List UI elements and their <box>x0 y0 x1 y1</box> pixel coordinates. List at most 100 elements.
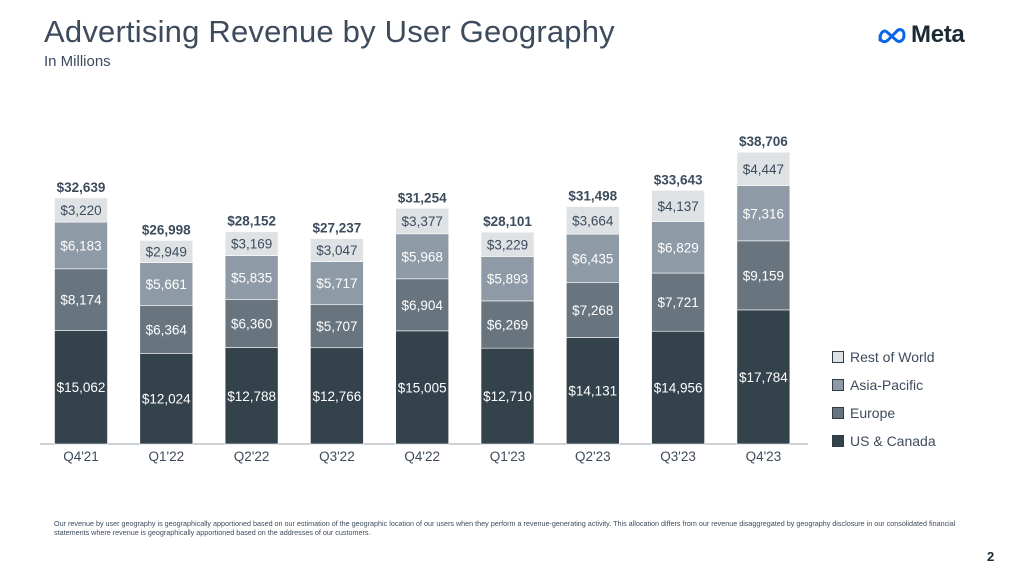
legend-label-asia-pacific: Asia-Pacific <box>850 377 924 393</box>
data-label-us-and-canada-q2-23: $14,131 <box>568 384 617 399</box>
data-label-asia-pacific-q2-23: $6,435 <box>572 251 613 266</box>
bar-segment-rest-of-world-q1-23 <box>480 231 535 257</box>
bar-segment-asia-pacific-q4-23 <box>736 185 791 242</box>
legend-swatch-asia-pacific <box>832 379 844 391</box>
bar-segment-us-and-canada-q3-23 <box>651 330 705 445</box>
bar-segment-asia-pacific-q2-23 <box>565 233 620 283</box>
x-tick-label-q4-22: Q4'22 <box>404 449 440 464</box>
bar-segment-us-and-canada-q2-22 <box>224 347 279 445</box>
data-label-europe-q3-23: $7,721 <box>657 295 698 310</box>
data-label-europe-q4-22: $6,904 <box>402 298 444 313</box>
data-label-us-and-canada-q4-21: $15,062 <box>57 380 106 395</box>
x-tick-label-q1-23: Q1'23 <box>490 449 526 464</box>
legend-item-asia-pacific: Asia-Pacific <box>832 371 936 399</box>
bar-segment-rest-of-world-q4-23 <box>736 151 791 186</box>
legend-item-europe: Europe <box>832 399 936 427</box>
data-label-europe-q1-23: $6,269 <box>487 318 528 333</box>
bar-segment-us-and-canada-q4-21 <box>54 330 108 445</box>
data-label-europe-q2-23: $7,268 <box>572 303 613 318</box>
bar-segment-asia-pacific-q3-23 <box>651 221 705 274</box>
data-label-europe-q4-23: $9,159 <box>743 268 784 283</box>
data-label-asia-pacific-q2-22: $5,835 <box>231 271 272 286</box>
bar-segment-us-and-canada-q1-23 <box>480 347 535 445</box>
data-label-rest-of-world-q3-23: $4,137 <box>657 199 698 214</box>
data-label-rest-of-world-q4-21: $3,220 <box>60 203 101 218</box>
bar-segment-rest-of-world-q4-22 <box>395 208 450 235</box>
legend-item-us-canada: US & Canada <box>832 427 936 455</box>
x-tick-label-q2-23: Q2'23 <box>575 449 611 464</box>
bar-segment-europe-q2-22 <box>224 299 279 348</box>
data-label-europe-q2-22: $6,360 <box>231 317 272 332</box>
page-subtitle: In Millions <box>44 53 111 70</box>
bar-segment-europe-q2-23 <box>565 282 620 338</box>
bar-segment-europe-q4-21 <box>54 268 108 331</box>
bar-segment-us-and-canada-q4-23 <box>736 309 791 445</box>
data-label-asia-pacific-q4-21: $6,183 <box>60 238 101 253</box>
bar-segment-europe-q3-23 <box>651 272 705 332</box>
x-tick-label-q4-21: Q4'21 <box>63 449 99 464</box>
total-label-q3-22: $27,237 <box>312 221 361 236</box>
total-label-q4-23: $38,706 <box>739 134 788 149</box>
bar-segment-rest-of-world-q3-22 <box>310 238 364 262</box>
bar-segment-asia-pacific-q1-23 <box>480 256 535 302</box>
data-label-europe-q3-22: $5,707 <box>316 319 357 334</box>
bar-segment-us-and-canada-q1-22 <box>139 353 194 445</box>
logo-text: Meta <box>911 21 965 48</box>
legend-label-us-canada: US & Canada <box>850 433 936 449</box>
legend-swatch-rest-of-world <box>832 351 844 363</box>
meta-infinity-icon <box>878 28 906 44</box>
page-title: Advertising Revenue by User Geography <box>44 14 615 49</box>
legend-swatch-europe <box>832 407 844 419</box>
total-label-q3-23: $33,643 <box>654 172 703 187</box>
data-label-asia-pacific-q3-23: $6,829 <box>657 240 698 255</box>
data-label-us-and-canada-q4-22: $15,005 <box>398 380 447 395</box>
data-label-us-and-canada-q3-23: $14,956 <box>654 381 703 396</box>
data-label-us-and-canada-q1-23: $12,710 <box>483 389 532 404</box>
bar-segment-asia-pacific-q2-22 <box>224 255 279 300</box>
data-label-us-and-canada-q1-22: $12,024 <box>142 392 191 407</box>
data-label-rest-of-world-q4-23: $4,447 <box>743 162 784 177</box>
bar-segment-rest-of-world-q2-22 <box>224 231 279 256</box>
data-label-rest-of-world-q3-22: $3,047 <box>316 243 357 258</box>
data-label-europe-q4-21: $8,174 <box>60 293 102 308</box>
revenue-stacked-bar-chart: $15,062 $8,174 $6,183 $3,220 $32,639 Q4'21 $12… <box>40 134 808 464</box>
total-label-q1-22: $26,998 <box>142 222 191 237</box>
bar-segment-us-and-canada-q3-22 <box>310 347 364 445</box>
page-number: 2 <box>987 549 995 564</box>
x-tick-label-q3-23: Q3'23 <box>660 449 696 464</box>
data-label-rest-of-world-q4-22: $3,377 <box>402 214 443 229</box>
legend-label-rest-of-world: Rest of World <box>850 349 935 365</box>
total-label-q2-22: $28,152 <box>227 214 276 229</box>
data-label-rest-of-world-q2-22: $3,169 <box>231 237 272 252</box>
x-tick-label-q3-22: Q3'22 <box>319 449 355 464</box>
bar-segment-europe-q3-22 <box>310 304 364 349</box>
bar-segment-europe-q1-23 <box>480 300 535 349</box>
bar-segment-us-and-canada-q4-22 <box>395 330 450 445</box>
data-label-us-and-canada-q3-22: $12,766 <box>312 389 361 404</box>
bar-segment-asia-pacific-q1-22 <box>139 262 194 306</box>
bar-segment-us-and-canada-q2-23 <box>565 337 620 445</box>
bar-segment-rest-of-world-q3-23 <box>651 190 705 222</box>
x-tick-label-q2-22: Q2'22 <box>234 449 270 464</box>
data-label-rest-of-world-q2-23: $3,664 <box>572 213 614 228</box>
meta-logo: Meta <box>877 20 965 50</box>
bar-segment-rest-of-world-q4-21 <box>54 197 108 223</box>
chart-legend: Rest of World Asia-Pacific Europe US & C… <box>832 343 936 455</box>
total-label-q4-21: $32,639 <box>57 180 106 195</box>
total-label-q2-23: $31,498 <box>568 189 617 204</box>
data-label-asia-pacific-q4-23: $7,316 <box>743 206 784 221</box>
data-label-us-and-canada-q4-23: $17,784 <box>739 370 788 385</box>
bar-segment-rest-of-world-q1-22 <box>139 240 194 263</box>
x-tick-label-q1-22: Q1'22 <box>148 449 184 464</box>
x-tick-label-q4-23: Q4'23 <box>746 449 782 464</box>
data-label-europe-q1-22: $6,364 <box>146 322 188 337</box>
bar-segment-asia-pacific-q4-22 <box>395 233 450 280</box>
data-label-asia-pacific-q3-22: $5,717 <box>316 276 357 291</box>
total-label-q4-22: $31,254 <box>398 190 447 205</box>
legend-item-rest-of-world: Rest of World <box>832 343 936 371</box>
data-label-asia-pacific-q4-22: $5,968 <box>402 249 443 264</box>
bar-segment-asia-pacific-q3-22 <box>310 261 364 306</box>
bar-segment-europe-q4-22 <box>395 278 450 332</box>
footnote: Our revenue by user geography is geograp… <box>54 519 956 537</box>
legend-swatch-us-canada <box>832 435 844 447</box>
